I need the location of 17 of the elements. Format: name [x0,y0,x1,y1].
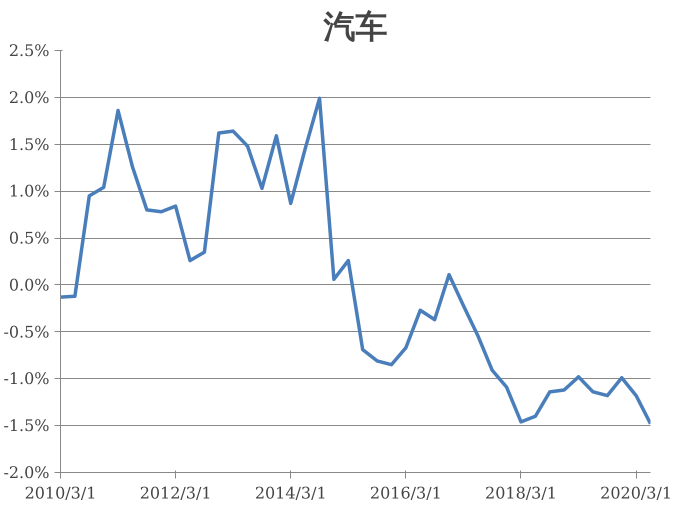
y-tick-label: -2.0% [3,463,50,482]
x-tick-label: 2010/3/1 [24,484,96,502]
x-tick-label: 2012/3/1 [140,484,212,502]
y-tick-label: 2.5% [8,41,50,60]
x-tick-label: 2018/3/1 [485,484,557,502]
y-tick-label: -0.5% [3,322,50,342]
y-tick-label: 2.0% [8,88,50,107]
y-tick-label: 0.5% [8,228,50,248]
x-tick-label: 2020/3/1 [600,484,672,502]
x-tick-label: 2016/3/1 [370,484,442,502]
y-tick-label: 1.5% [8,134,50,154]
y-tick-label: -1.5% [3,416,50,436]
chart-title: 汽车 [322,8,388,46]
x-tick-label: 2014/3/1 [254,484,327,502]
y-tick-label: 1.0% [8,182,50,201]
y-tick-label: -1.0% [3,369,50,388]
y-tick-label: 0.0% [8,275,50,294]
